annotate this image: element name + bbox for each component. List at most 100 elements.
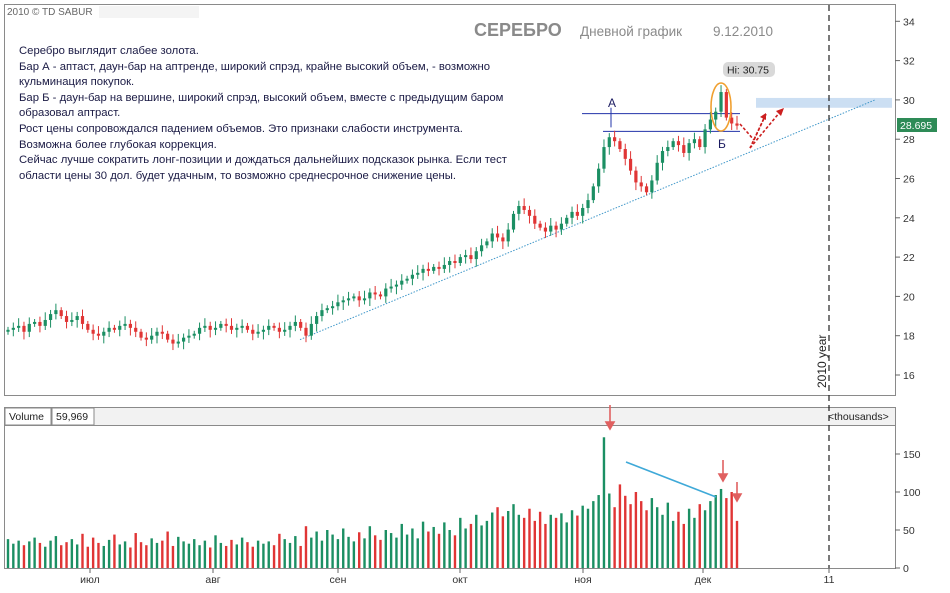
volume-bar — [368, 526, 372, 568]
volume-bar — [251, 546, 254, 568]
last-price-text: 28.695 — [900, 120, 932, 132]
volume-bar — [224, 545, 228, 568]
candle — [570, 206, 574, 225]
volume-bar — [91, 537, 95, 568]
candle — [245, 322, 250, 333]
commentary-line: Возможна более глубокая коррекция. — [19, 138, 217, 151]
candle — [602, 139, 606, 173]
volume-bar — [592, 501, 595, 568]
volume-bar — [272, 545, 276, 568]
time-tick-label: авг — [205, 574, 220, 586]
volume-bar — [725, 498, 728, 568]
volume-bar — [570, 510, 574, 568]
candle — [267, 319, 271, 336]
candle — [501, 233, 505, 250]
last-price-badge: 28.695 — [897, 118, 937, 132]
candle — [325, 305, 329, 314]
volume-bar — [65, 542, 68, 568]
volume-bar — [491, 512, 494, 568]
time-axis: июл авг сен окт ноя дек 11 — [80, 568, 835, 586]
volume-bar — [485, 520, 489, 568]
candle — [288, 321, 292, 338]
candle — [527, 205, 532, 224]
volume-falling-trend — [625, 461, 717, 498]
volume-tick-label: 50 — [903, 525, 915, 537]
projection-arrows — [739, 111, 781, 149]
volume-bar — [554, 517, 558, 568]
candle — [123, 316, 127, 331]
volume-bar — [198, 545, 201, 568]
volume-bar — [453, 535, 457, 568]
volume-bar — [661, 514, 664, 568]
volume-value: 59,969 — [56, 411, 88, 423]
price-tick-label: 20 — [903, 291, 915, 303]
candle — [543, 222, 548, 239]
candle — [203, 318, 207, 332]
candle — [251, 324, 255, 341]
volume-bar — [38, 542, 42, 568]
commentary-line: кульминация покупок. — [19, 76, 135, 89]
candle — [272, 322, 276, 331]
candle — [533, 209, 537, 230]
candle — [378, 291, 383, 300]
candle — [166, 330, 170, 343]
candle — [107, 321, 111, 338]
volume-bar — [267, 541, 270, 568]
price-tick-label: 26 — [903, 174, 915, 186]
candle — [490, 228, 494, 248]
volume-axis: 0 50 100 150 — [895, 449, 921, 575]
candle — [650, 175, 654, 199]
candle — [485, 238, 489, 249]
volume-bar — [671, 520, 675, 568]
volume-bar — [294, 536, 297, 568]
candle — [586, 193, 590, 214]
volume-bar — [709, 501, 712, 568]
candle — [655, 155, 659, 185]
volume-bar — [230, 539, 233, 568]
candle — [27, 317, 31, 338]
volume-bar — [352, 541, 356, 568]
candle — [400, 274, 404, 290]
volume-bar — [480, 525, 483, 568]
candle — [416, 265, 420, 279]
volume-series — [6, 437, 739, 568]
volume-bar — [315, 531, 318, 568]
candle — [330, 300, 335, 315]
volume-bar — [278, 533, 281, 568]
price-tick-label: 28 — [903, 134, 915, 146]
projection-arrow-heads — [760, 108, 784, 120]
volume-bar — [581, 505, 584, 568]
volume-bar — [565, 522, 568, 568]
candle — [495, 225, 500, 242]
candle — [464, 249, 468, 264]
candle — [91, 324, 95, 341]
candle — [458, 254, 462, 266]
candle — [597, 163, 601, 193]
volume-bar — [203, 540, 207, 568]
candle — [660, 146, 665, 171]
candle — [357, 291, 361, 307]
volume-bar — [693, 517, 696, 568]
volume-bar — [560, 513, 563, 568]
volume-bar — [405, 534, 409, 568]
candle — [11, 322, 15, 337]
candle — [64, 310, 69, 329]
candle — [304, 322, 308, 343]
volume-bar — [171, 545, 175, 568]
volume-bar — [86, 546, 90, 568]
candle — [559, 217, 564, 235]
volume-bar — [12, 543, 15, 568]
candle — [474, 247, 478, 267]
candle — [628, 151, 633, 175]
candle — [368, 288, 372, 307]
candle — [277, 322, 281, 339]
candle — [229, 318, 234, 334]
candle — [208, 321, 212, 338]
candle — [192, 330, 196, 339]
commentary-line: Бар А - аптаст, даун-бар на аптренде, ши… — [19, 60, 491, 73]
volume-bar — [331, 534, 334, 568]
candle — [724, 89, 728, 121]
candle — [549, 217, 553, 236]
candle — [48, 309, 53, 328]
